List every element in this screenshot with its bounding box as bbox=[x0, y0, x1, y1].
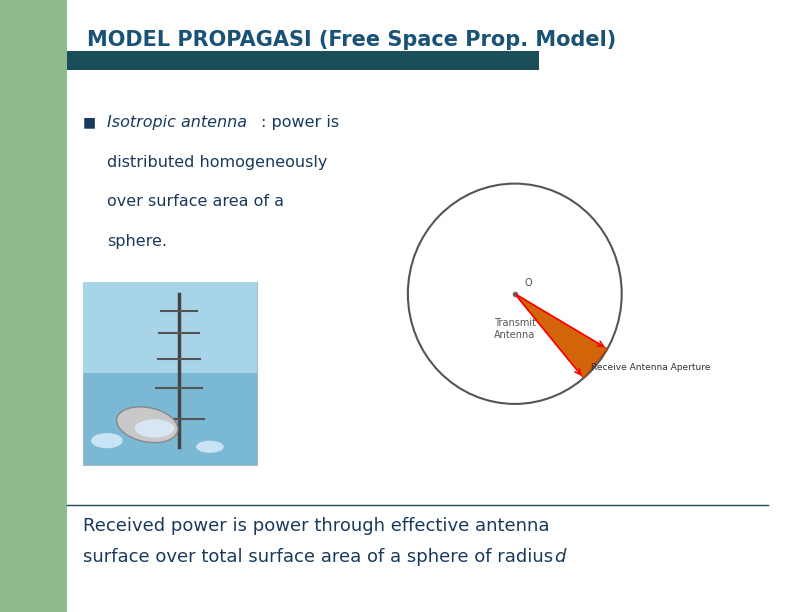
Text: Received power is power through effective antenna: Received power is power through effectiv… bbox=[83, 517, 550, 536]
Text: : power is: : power is bbox=[261, 115, 340, 130]
Text: distributed homogeneously: distributed homogeneously bbox=[107, 155, 327, 170]
Bar bbox=[83, 282, 257, 465]
Text: Transmit
Antenna: Transmit Antenna bbox=[493, 318, 536, 340]
Bar bbox=[83, 282, 257, 373]
Text: over surface area of a: over surface area of a bbox=[107, 195, 284, 209]
Ellipse shape bbox=[196, 441, 224, 453]
Ellipse shape bbox=[91, 433, 123, 448]
Ellipse shape bbox=[135, 419, 174, 438]
Polygon shape bbox=[515, 294, 607, 378]
Bar bbox=[67, 51, 539, 70]
Text: Receive Antenna Aperture: Receive Antenna Aperture bbox=[592, 363, 711, 372]
Text: d: d bbox=[554, 548, 565, 566]
Text: sphere.: sphere. bbox=[107, 234, 167, 249]
Text: O: O bbox=[524, 278, 532, 288]
Text: surface over total surface area of a sphere of radius: surface over total surface area of a sph… bbox=[83, 548, 559, 566]
Text: Isotropic antenna: Isotropic antenna bbox=[107, 115, 247, 130]
Text: ■: ■ bbox=[83, 116, 97, 129]
Text: MODEL PROPAGASI (Free Space Prop. Model): MODEL PROPAGASI (Free Space Prop. Model) bbox=[87, 30, 616, 50]
Bar bbox=[0, 0, 67, 612]
Ellipse shape bbox=[116, 407, 178, 442]
